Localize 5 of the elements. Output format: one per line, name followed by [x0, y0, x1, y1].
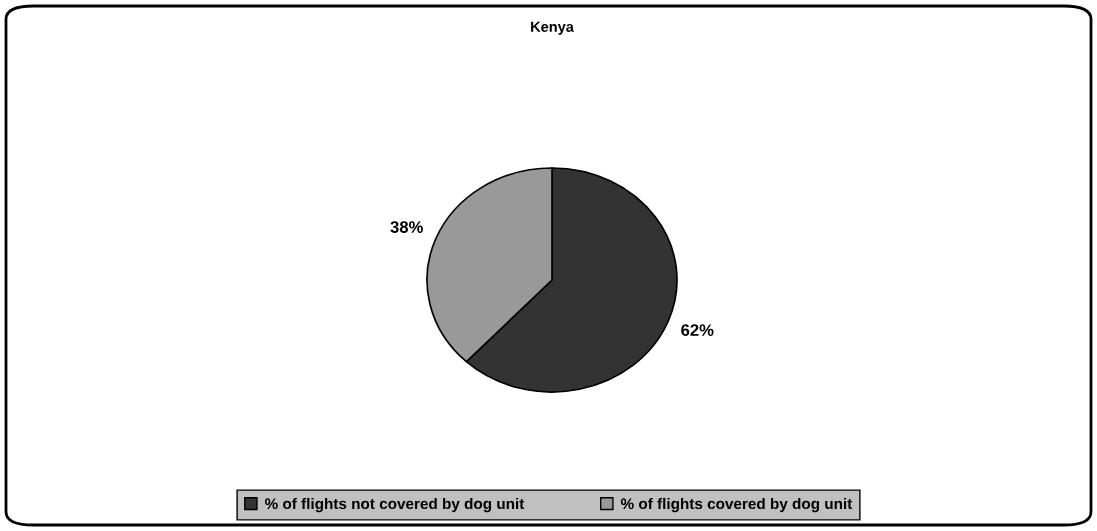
legend-label: % of flights covered by dog unit — [620, 497, 853, 513]
data-label: 62% — [681, 324, 714, 337]
chart-title: Kenya — [531, 21, 574, 35]
legend-label: % of flights not covered by dog unit — [264, 497, 525, 513]
data-label: 38% — [390, 221, 423, 233]
